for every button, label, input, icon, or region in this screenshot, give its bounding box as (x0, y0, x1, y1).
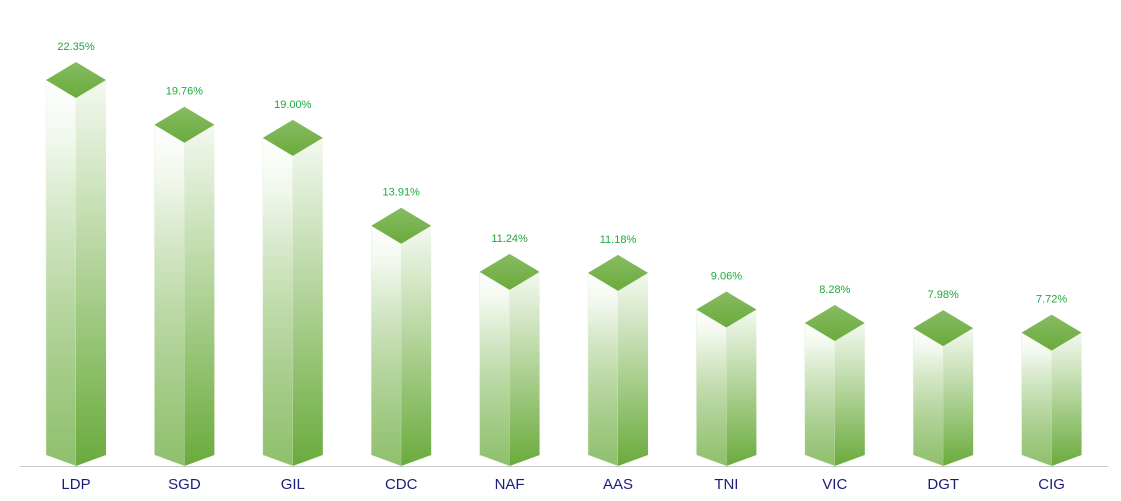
bar-left-face (479, 271, 510, 467)
bar-right-face (1051, 332, 1082, 466)
x-tick-label: GIL (281, 476, 305, 493)
bar-right-face (184, 124, 215, 467)
bar-left-face (804, 322, 836, 467)
bar-top (479, 253, 540, 290)
x-tick-label: AAS (603, 476, 633, 493)
x-tick-label: CDC (385, 476, 418, 493)
bar-right-face (401, 225, 432, 466)
bar-top (371, 207, 432, 244)
bar-right-face (509, 271, 540, 466)
bar-right-face (834, 322, 865, 466)
value-label: 8.28% (819, 284, 850, 296)
bar-right-face (943, 328, 974, 466)
value-label: 7.98% (928, 289, 959, 301)
value-label: 13.91% (383, 187, 421, 199)
bar-top (262, 119, 323, 156)
bar-top (154, 106, 215, 143)
bar-left-face (587, 272, 619, 467)
value-label: 19.00% (274, 99, 312, 111)
bar-right-face (726, 309, 757, 466)
bar-top (696, 291, 757, 328)
bar-top (804, 304, 865, 341)
bar-left-face (696, 309, 727, 467)
value-label: 19.76% (166, 86, 204, 98)
bar-right-face (76, 80, 106, 466)
bar-left-face (154, 124, 185, 467)
bar-left-face (370, 225, 402, 467)
value-label: 11.24% (491, 233, 528, 245)
bar-left-face (45, 79, 77, 467)
value-label: 22.35% (57, 41, 95, 53)
x-tick-label: LDP (61, 476, 90, 493)
bar-left-face (262, 137, 294, 467)
bar-right-face (292, 137, 323, 467)
x-tick-label: VIC (822, 476, 847, 493)
value-label: 7.72% (1036, 294, 1067, 306)
bar-top (588, 254, 648, 291)
bar-top (913, 310, 974, 347)
x-tick-label: CIG (1038, 476, 1065, 493)
value-label: 9.06% (711, 270, 742, 282)
bar-left-face (1021, 332, 1052, 467)
value-label: 11.18% (600, 234, 637, 246)
bar-top (1021, 314, 1082, 351)
x-tick-label: SGD (168, 476, 201, 493)
x-tick-label: DGT (927, 476, 959, 493)
bar-top (46, 62, 106, 98)
bar-left-face (912, 327, 944, 467)
x-tick-label: NAF (495, 476, 525, 493)
x-tick-label: TNI (714, 476, 738, 493)
bar-right-face (618, 272, 648, 466)
